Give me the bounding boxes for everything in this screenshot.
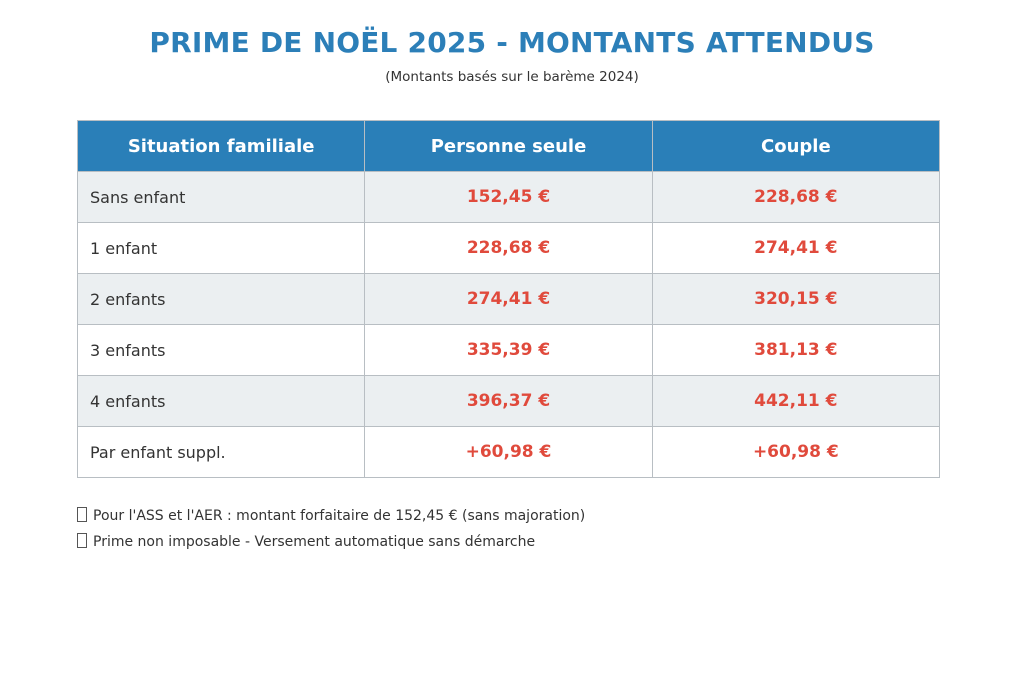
footnote: Pour l'ASS et l'AER : montant forfaitair…	[77, 503, 585, 529]
footnote-text: Prime non imposable - Versement automati…	[93, 534, 536, 550]
situation-cell: Sans enfant	[76, 171, 366, 223]
footnote-text: Pour l'ASS et l'AER : montant forfaitair…	[93, 508, 586, 524]
personne-seule-amount: +60,98 €	[364, 426, 653, 478]
couple-amount: +60,98 €	[651, 426, 941, 478]
situation-cell: 1 enfant	[76, 222, 366, 274]
couple-amount: 381,13 €	[651, 324, 941, 376]
header-personne-seule: Personne seule	[364, 120, 653, 172]
couple-amount: 274,41 €	[651, 222, 941, 274]
page-title: PRIME DE NOËL 2025 - MONTANTS ATTENDUS	[149, 26, 875, 59]
situation-cell: 3 enfants	[76, 324, 366, 376]
amounts-table: Situation familiale Personne seule Coupl…	[76, 120, 941, 478]
situation-cell: 2 enfants	[76, 273, 366, 325]
personne-seule-amount: 274,41 €	[364, 273, 653, 325]
personne-seule-amount: 228,68 €	[364, 222, 653, 274]
couple-amount: 320,15 €	[651, 273, 941, 325]
situation-cell: 4 enfants	[76, 375, 366, 427]
personne-seule-amount: 152,45 €	[364, 171, 653, 223]
situation-cell: Par enfant suppl.	[76, 426, 366, 478]
couple-amount: 228,68 €	[651, 171, 941, 223]
table-row: Par enfant suppl. +60,98 € +60,98 €	[76, 426, 941, 478]
table-header-row: Situation familiale Personne seule Coupl…	[76, 120, 941, 172]
personne-seule-amount: 396,37 €	[364, 375, 653, 427]
table-row: 3 enfants 335,39 €381,13 €	[76, 324, 941, 376]
footnote: Prime non imposable - Versement automati…	[77, 529, 585, 555]
header-situation: Situation familiale	[76, 120, 366, 172]
missing-glyph-icon	[77, 533, 87, 548]
personne-seule-amount: 335,39 €	[364, 324, 653, 376]
couple-amount: 442,11 €	[651, 375, 941, 427]
table-row: 4 enfants 396,37 €442,11 €	[76, 375, 941, 427]
table-row: 2 enfants 274,41 €320,15 €	[76, 273, 941, 325]
missing-glyph-icon	[77, 507, 87, 522]
header-couple: Couple	[651, 120, 941, 172]
table-row: 1 enfant 228,68 €274,41 €	[76, 222, 941, 274]
footnotes: Pour l'ASS et l'AER : montant forfaitair…	[77, 503, 585, 555]
page-subtitle: (Montants basés sur le barème 2024)	[385, 69, 639, 85]
table-row: Sans enfant 152,45 €228,68 €	[76, 171, 941, 223]
